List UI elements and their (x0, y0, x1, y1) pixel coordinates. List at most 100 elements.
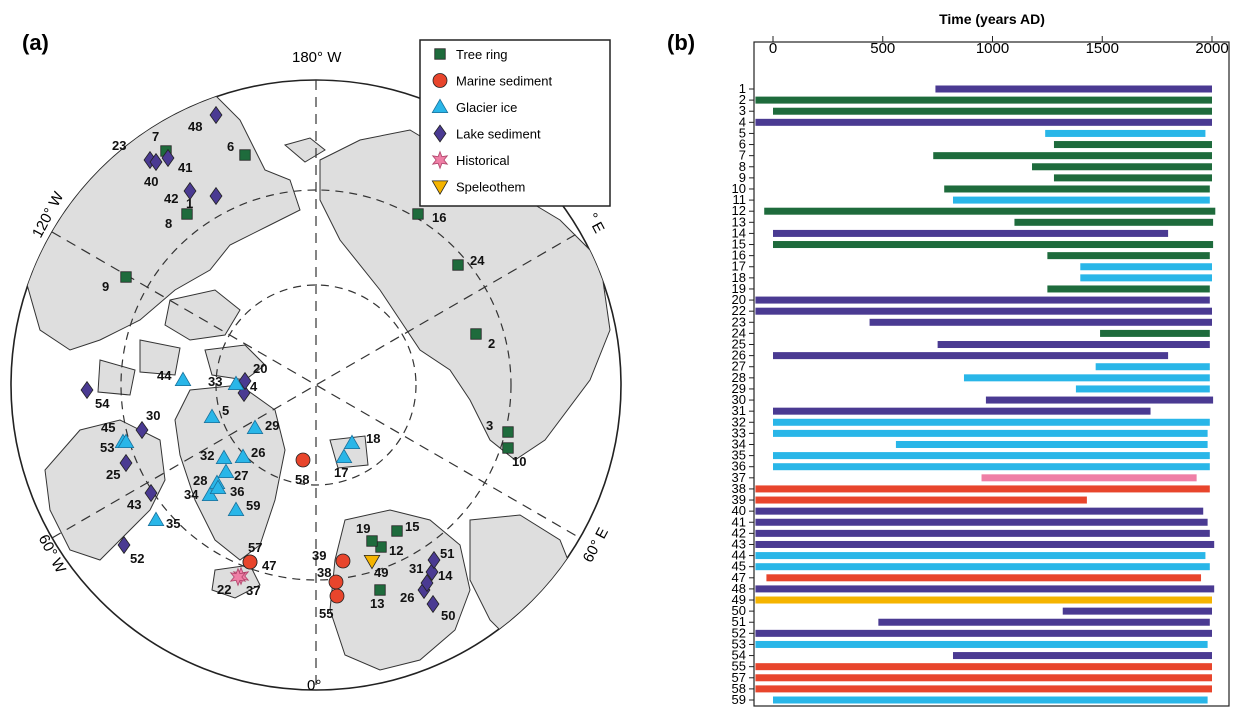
site-marker-25-lake-sediment (119, 453, 133, 473)
bar-34 (895, 440, 1208, 448)
bar-55 (755, 663, 1212, 671)
row-label-32: 32 (732, 414, 746, 429)
bar-33 (773, 429, 1208, 437)
site-label-41: 41 (178, 160, 192, 175)
row-label-50: 50 (732, 603, 746, 618)
row-label-6: 6 (739, 137, 746, 152)
row-label-58: 58 (732, 681, 746, 696)
row-label-12: 12 (732, 203, 746, 218)
legend-entry-lake-sediment: Lake sediment (456, 127, 541, 142)
row-label-18: 18 (732, 270, 746, 285)
bar-53 (755, 640, 1208, 648)
meridian-label-180w: 180° W (292, 49, 342, 66)
meridian-label-0: 0° (307, 677, 321, 694)
site-marker-44-glacier-ice (174, 371, 192, 387)
bar-39 (755, 496, 1087, 504)
bar-23 (869, 318, 1212, 326)
landmasses (19, 80, 611, 671)
row-label-4: 4 (739, 114, 746, 129)
site-label-24: 24 (470, 253, 485, 268)
site-marker-59-glacier-ice (227, 501, 245, 516)
row-label-37: 37 (732, 470, 746, 485)
bar-3 (773, 107, 1212, 115)
row-label-1: 1 (739, 81, 746, 96)
site-marker-1-lake-sediment (209, 186, 223, 206)
bar-57 (755, 674, 1212, 682)
site-label-28: 28 (193, 473, 207, 488)
row-label-36: 36 (732, 459, 746, 474)
site-marker-8-tree-ring (181, 208, 193, 220)
row-label-27: 27 (732, 359, 746, 374)
row-label-2: 2 (739, 92, 746, 107)
row-label-53: 53 (732, 636, 746, 651)
site-label-22: 22 (217, 582, 231, 597)
bar-48 (755, 585, 1215, 593)
x-tick-label-1500: 1500 (1086, 40, 1119, 57)
row-label-11: 11 (733, 192, 747, 207)
row-label-15: 15 (732, 237, 746, 252)
row-label-35: 35 (732, 448, 746, 463)
site-marker-58-marine-sediment (295, 452, 311, 468)
bar-19 (1047, 285, 1210, 293)
site-label-49: 49 (374, 565, 388, 580)
site-label-9: 9 (102, 279, 109, 294)
site-label-23: 23 (112, 138, 126, 153)
latitude-circle-75 (215, 284, 417, 486)
bar-22 (755, 307, 1212, 315)
site-marker-54-lake-sediment (80, 380, 94, 400)
site-label-45: 45 (101, 420, 115, 435)
bar-59 (773, 696, 1208, 704)
panel-a-label: (a) (22, 30, 49, 55)
bar-54 (952, 652, 1212, 660)
row-label-48: 48 (732, 581, 746, 596)
bar-20 (755, 296, 1210, 304)
bar-58 (755, 685, 1212, 693)
row-label-17: 17 (732, 259, 746, 274)
site-marker-19-tree-ring (366, 535, 378, 547)
legend: Tree ring Marine sediment Glacier ice Lake … (419, 39, 611, 207)
latitude-circle-60 (120, 189, 512, 581)
bar-41 (755, 518, 1208, 526)
site-label-15: 15 (405, 519, 419, 534)
bar-8 (1032, 163, 1212, 171)
bar-7 (933, 152, 1212, 160)
bar-32 (773, 418, 1210, 426)
x-tick-label-500: 500 (870, 40, 895, 57)
row-label-9: 9 (739, 170, 746, 185)
row-label-24: 24 (732, 325, 746, 340)
bar-30 (985, 396, 1214, 404)
panel-b-timeline-chart: (b) Time (years AD) 0 500 1000 1500 2000 123… (667, 11, 1230, 707)
site-label-2: 2 (488, 336, 495, 351)
site-marker-6-tree-ring (239, 149, 251, 161)
row-label-23: 23 (732, 314, 746, 329)
bar-17 (1080, 263, 1212, 271)
site-label-7: 7 (152, 129, 159, 144)
site-label-17: 17 (334, 465, 348, 480)
row-label-16: 16 (732, 248, 746, 263)
bars (755, 85, 1216, 704)
row-label-54: 54 (732, 648, 746, 663)
site-label-30: 30 (146, 408, 160, 423)
legend-entry-speleothem: Speleothem (456, 180, 525, 195)
bar-40 (755, 507, 1204, 515)
site-label-55: 55 (319, 606, 333, 621)
site-label-33: 33 (208, 374, 222, 389)
row-label-44: 44 (732, 548, 746, 563)
plot-frame (753, 41, 1230, 707)
site-label-47: 47 (262, 558, 276, 573)
bar-31 (773, 407, 1151, 415)
site-marker-38-marine-sediment (335, 553, 351, 569)
legend-box (419, 39, 611, 207)
site-label-13: 13 (370, 596, 384, 611)
row-label-26: 26 (732, 348, 746, 363)
legend-entry-historical: Historical (456, 153, 510, 168)
legend-entry-glacier-ice: Glacier ice (456, 100, 517, 115)
x-axis-ticks: 0 500 1000 1500 2000 (769, 36, 1229, 57)
row-label-8: 8 (739, 159, 746, 174)
row-label-14: 14 (732, 225, 746, 240)
legend-marker-historical (431, 150, 449, 170)
site-label-50: 50 (441, 608, 455, 623)
site-marker-16-tree-ring (412, 208, 424, 220)
bar-24 (1100, 329, 1210, 337)
row-label-20: 20 (732, 292, 746, 307)
